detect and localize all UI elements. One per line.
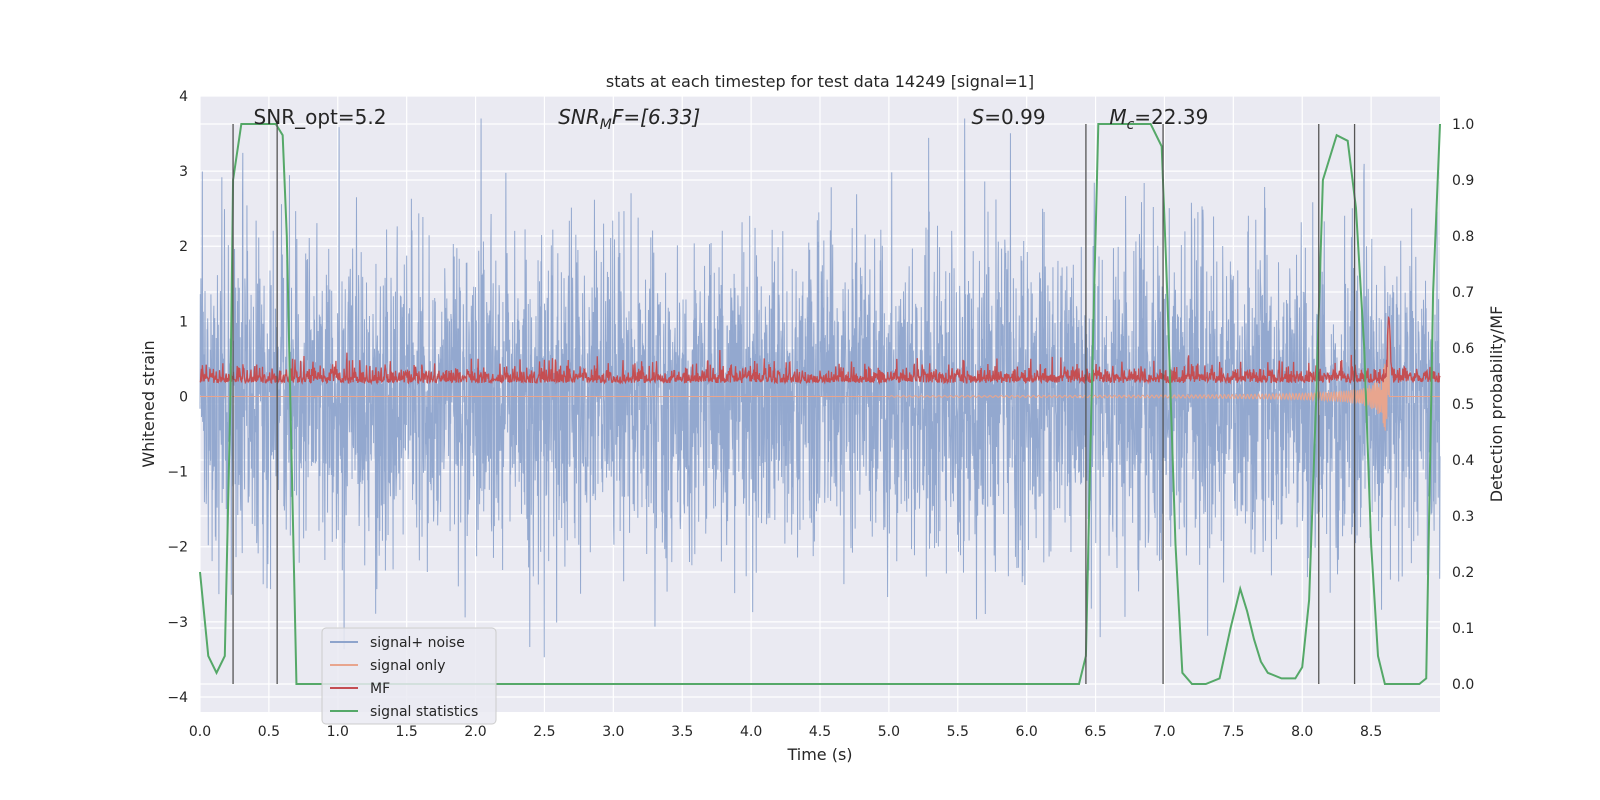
y2-tick-label: 0.2 — [1452, 565, 1474, 581]
x-tick-label: 2.5 — [533, 724, 555, 740]
y2-tick-label: 0.4 — [1452, 453, 1474, 469]
legend-entry: MF — [370, 681, 390, 697]
annotation-text: SNRMF=[6.33] — [558, 105, 700, 133]
y2-tick-label: 0.5 — [1452, 397, 1474, 413]
x-tick-label: 0.0 — [189, 724, 211, 740]
y-tick-label: 1 — [179, 314, 188, 330]
chart-title: stats at each timestep for test data 142… — [606, 72, 1034, 91]
x-tick-label: 3.5 — [671, 724, 693, 740]
series-layer — [199, 118, 1441, 685]
x-axis-label: Time (s) — [786, 745, 852, 764]
x-tick-label: 8.5 — [1360, 724, 1382, 740]
legend-entry: signal statistics — [370, 704, 478, 720]
x-tick-label: 7.5 — [1222, 724, 1244, 740]
y-tick-label: −2 — [167, 540, 188, 556]
annotation-text: Mc=22.39 — [1109, 105, 1208, 133]
y-tick-label: 4 — [179, 89, 188, 105]
y-tick-label: −3 — [167, 615, 188, 631]
y2-ticks: 1.0 0.9 0.8 0.7 0.6 0.5 0.4 0.3 0.2 0.1 0.0 — [1452, 117, 1474, 693]
annotation-text: SNR_opt=5.2 — [254, 105, 387, 129]
vertical-lines — [232, 124, 1356, 684]
series-signal-only — [200, 327, 1440, 431]
y2-tick-label: 0.8 — [1452, 229, 1474, 245]
legend: signal+ noise signal only MF signal statist… — [321, 627, 497, 725]
x-tick-label: 4.5 — [809, 724, 831, 740]
y2-axis-label: Detection probability/MF — [1487, 306, 1506, 503]
series-mf — [199, 315, 1441, 386]
y-axis-label: Whitened strain — [139, 340, 158, 467]
x-tick-label: 5.5 — [947, 724, 969, 740]
annotations: SNR_opt=5.2 SNRMF=[6.33] S=0.99 Mc=22.39 — [254, 105, 1209, 133]
series-signal-noise — [199, 118, 1441, 658]
y2-tick-label: 0.1 — [1452, 621, 1474, 637]
annotation-text: S=0.99 — [972, 105, 1046, 129]
series-signal-statistics — [199, 123, 1441, 685]
y2-tick-label: 0.3 — [1452, 509, 1474, 525]
x-tick-label: 1.0 — [327, 724, 349, 740]
x-tick-label: 5.0 — [878, 724, 900, 740]
legend-box — [321, 627, 497, 725]
y-tick-label: −1 — [167, 465, 188, 481]
x-tick-label: 3.0 — [602, 724, 624, 740]
x-tick-label: 6.0 — [1016, 724, 1038, 740]
y-tick-label: 3 — [179, 164, 188, 180]
y-tick-label: −4 — [167, 690, 188, 706]
x-tick-label: 2.0 — [464, 724, 486, 740]
y2-tick-label: 0.7 — [1452, 285, 1474, 301]
x-tick-label: 4.0 — [740, 724, 762, 740]
x-tick-label: 7.0 — [1153, 724, 1175, 740]
x-ticks: 0.0 0.5 1.0 1.5 2.0 2.5 3.0 3.5 4.0 4.5 5.0 5.5 6.0 6… — [189, 724, 1382, 740]
y-tick-label: 2 — [179, 239, 188, 255]
y-ticks: 4 3 2 1 0 −1 −2 −3 −4 — [167, 89, 188, 706]
y-tick-label: 0 — [179, 389, 188, 405]
y2-tick-label: 0.9 — [1452, 173, 1474, 189]
legend-entry: signal only — [370, 658, 445, 674]
x-tick-label: 1.5 — [396, 724, 418, 740]
y2-tick-label: 1.0 — [1452, 117, 1474, 133]
x-tick-label: 8.0 — [1291, 724, 1313, 740]
y2-tick-label: 0.0 — [1452, 677, 1474, 693]
y2-tick-label: 0.6 — [1452, 341, 1474, 357]
x-tick-label: 0.5 — [258, 724, 280, 740]
x-tick-label: 6.5 — [1084, 724, 1106, 740]
legend-entry: signal+ noise — [370, 635, 465, 651]
